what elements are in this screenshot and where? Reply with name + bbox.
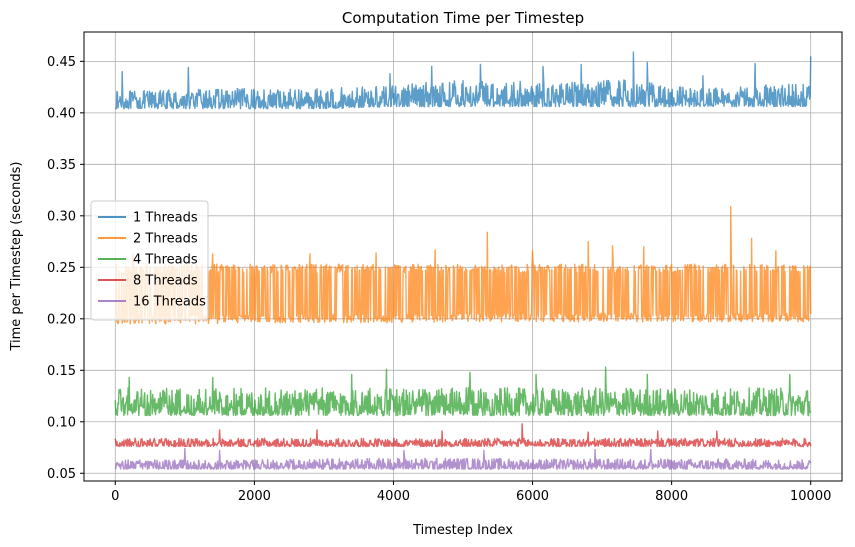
x-tick-label: 10000	[790, 489, 831, 504]
series-layer	[114, 51, 812, 470]
x-tick-label: 6000	[516, 489, 549, 504]
x-tick-label: 0	[111, 489, 119, 504]
plot-frame	[83, 31, 843, 482]
x-tick-label: 4000	[377, 489, 410, 504]
series-line-1-threads	[114, 51, 812, 110]
y-tick-label: 0.05	[47, 467, 76, 482]
y-tick-label: 0.30	[47, 209, 76, 224]
legend: 1 Threads 2 Threads 4 Threads 8 Threads 16 T…	[90, 200, 209, 321]
y-tick-label: 0.35	[47, 158, 76, 173]
x-axis: 0 2000 4000 6000 8000 10000	[111, 481, 831, 504]
y-axis: 0.05 0.10 0.15 0.20 0.25 0.30 0.35 0.40 0.45	[47, 55, 84, 482]
legend-label: 8 Threads	[133, 274, 198, 289]
y-tick-label: 0.45	[47, 55, 76, 70]
x-tick-label: 8000	[655, 489, 688, 504]
chart-title: Computation Time per Timestep	[342, 9, 584, 27]
legend-box	[90, 200, 209, 321]
series-line-4-threads	[114, 366, 812, 417]
x-axis-title: Timestep Index	[412, 523, 513, 538]
series-line-16-threads	[114, 447, 812, 470]
x-tick-label: 2000	[238, 489, 271, 504]
series-line-8-threads	[114, 423, 812, 448]
legend-label: 2 Threads	[133, 232, 198, 247]
legend-label: 4 Threads	[133, 253, 198, 268]
y-tick-label: 0.10	[47, 415, 76, 430]
y-axis-title: Time per Timestep (seconds)	[9, 161, 24, 351]
legend-label: 16 Threads	[133, 295, 206, 310]
y-tick-label: 0.15	[47, 364, 76, 379]
y-tick-label: 0.25	[47, 261, 76, 276]
legend-label: 1 Threads	[133, 211, 198, 226]
series-line-2-threads	[114, 205, 812, 325]
y-tick-label: 0.40	[47, 106, 76, 121]
y-tick-label: 0.20	[47, 312, 76, 327]
